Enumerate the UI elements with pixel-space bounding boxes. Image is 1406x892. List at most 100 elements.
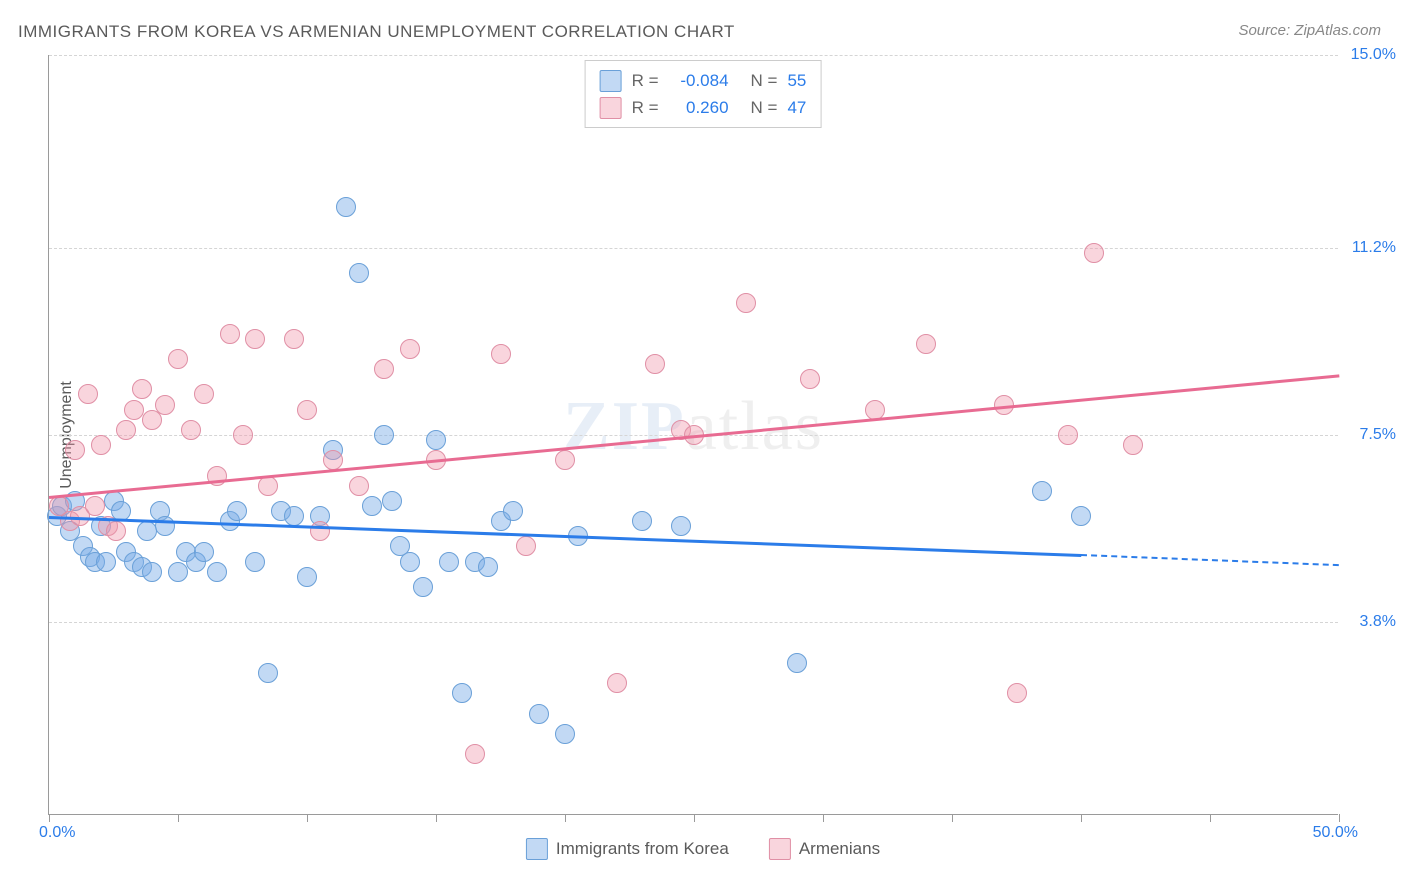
scatter-point-armenians — [91, 435, 111, 455]
scatter-point-korea — [194, 542, 214, 562]
scatter-point-korea — [349, 263, 369, 283]
chart-title: IMMIGRANTS FROM KOREA VS ARMENIAN UNEMPL… — [18, 22, 735, 42]
scatter-point-armenians — [297, 400, 317, 420]
scatter-point-armenians — [310, 521, 330, 541]
scatter-point-korea — [632, 511, 652, 531]
legend-label-armenians: Armenians — [799, 839, 880, 859]
scatter-point-armenians — [1007, 683, 1027, 703]
scatter-point-armenians — [491, 344, 511, 364]
scatter-point-korea — [426, 430, 446, 450]
scatter-point-korea — [503, 501, 523, 521]
scatter-point-armenians — [916, 334, 936, 354]
x-tick — [1339, 814, 1340, 822]
scatter-point-korea — [452, 683, 472, 703]
scatter-point-armenians — [465, 744, 485, 764]
scatter-point-armenians — [132, 379, 152, 399]
stat-label-N: N = — [751, 67, 778, 94]
scatter-point-armenians — [736, 293, 756, 313]
legend-label-korea: Immigrants from Korea — [556, 839, 729, 859]
stat-value-R-armenians: 0.260 — [669, 94, 729, 121]
x-tick — [1081, 814, 1082, 822]
stat-value-N-armenians: 47 — [787, 94, 806, 121]
scatter-point-armenians — [284, 329, 304, 349]
scatter-point-korea — [284, 506, 304, 526]
y-tick-label: 15.0% — [1351, 46, 1396, 64]
x-tick — [307, 814, 308, 822]
scatter-point-korea — [439, 552, 459, 572]
scatter-point-korea — [529, 704, 549, 724]
scatter-point-korea — [413, 577, 433, 597]
scatter-point-korea — [382, 491, 402, 511]
scatter-point-armenians — [124, 400, 144, 420]
scatter-point-armenians — [1084, 243, 1104, 263]
scatter-point-armenians — [78, 384, 98, 404]
scatter-point-armenians — [233, 425, 253, 445]
x-tick — [1210, 814, 1211, 822]
scatter-point-korea — [787, 653, 807, 673]
scatter-point-armenians — [323, 450, 343, 470]
x-tick — [823, 814, 824, 822]
scatter-point-armenians — [155, 395, 175, 415]
scatter-point-armenians — [645, 354, 665, 374]
scatter-point-armenians — [374, 359, 394, 379]
scatter-point-korea — [245, 552, 265, 572]
legend-item-armenians: Armenians — [769, 838, 880, 860]
scatter-point-korea — [362, 496, 382, 516]
legend-stats-box: R = -0.084 N = 55 R = 0.260 N = 47 — [585, 60, 822, 128]
x-tick — [565, 814, 566, 822]
scatter-point-korea — [142, 562, 162, 582]
scatter-point-armenians — [607, 673, 627, 693]
scatter-point-armenians — [258, 476, 278, 496]
x-tick — [49, 814, 50, 822]
scatter-point-armenians — [1058, 425, 1078, 445]
legend-bottom: Immigrants from Korea Armenians — [526, 838, 880, 860]
scatter-point-armenians — [349, 476, 369, 496]
legend-row-korea: R = -0.084 N = 55 — [600, 67, 807, 94]
scatter-point-korea — [207, 562, 227, 582]
stat-label-R: R = — [632, 67, 659, 94]
trendline-dashed-korea — [1081, 554, 1339, 566]
y-tick-label: 7.5% — [1360, 426, 1396, 444]
scatter-point-korea — [555, 724, 575, 744]
scatter-point-armenians — [116, 420, 136, 440]
scatter-point-korea — [227, 501, 247, 521]
scatter-point-korea — [137, 521, 157, 541]
y-tick-label: 11.2% — [1352, 239, 1396, 257]
scatter-point-korea — [168, 562, 188, 582]
gridline-h — [49, 55, 1338, 56]
plot-area: ZIPatlas Unemployment 3.8%7.5%11.2%15.0%… — [48, 55, 1338, 815]
watermark-bold: ZIP — [563, 388, 686, 465]
scatter-point-armenians — [181, 420, 201, 440]
gridline-h — [49, 622, 1338, 623]
stat-label-R: R = — [632, 94, 659, 121]
source-attribution: Source: ZipAtlas.com — [1238, 22, 1381, 39]
scatter-point-korea — [478, 557, 498, 577]
x-tick — [952, 814, 953, 822]
scatter-point-korea — [1032, 481, 1052, 501]
scatter-point-armenians — [65, 440, 85, 460]
scatter-point-korea — [1071, 506, 1091, 526]
stat-value-R-korea: -0.084 — [669, 67, 729, 94]
swatch-armenians-icon — [600, 97, 622, 119]
scatter-point-armenians — [516, 536, 536, 556]
scatter-point-korea — [336, 197, 356, 217]
x-tick — [694, 814, 695, 822]
x-tick — [436, 814, 437, 822]
scatter-point-korea — [96, 552, 116, 572]
scatter-point-korea — [374, 425, 394, 445]
scatter-point-armenians — [168, 349, 188, 369]
gridline-h — [49, 248, 1338, 249]
y-tick-label: 3.8% — [1360, 613, 1396, 631]
swatch-korea-icon — [526, 838, 548, 860]
scatter-point-armenians — [85, 496, 105, 516]
swatch-korea-icon — [600, 70, 622, 92]
scatter-point-armenians — [194, 384, 214, 404]
legend-item-korea: Immigrants from Korea — [526, 838, 729, 860]
scatter-point-armenians — [555, 450, 575, 470]
scatter-point-korea — [297, 567, 317, 587]
stat-label-N: N = — [751, 94, 778, 121]
scatter-point-armenians — [245, 329, 265, 349]
scatter-point-armenians — [220, 324, 240, 344]
x-tick-label-start: 0.0% — [39, 824, 75, 842]
scatter-point-armenians — [800, 369, 820, 389]
